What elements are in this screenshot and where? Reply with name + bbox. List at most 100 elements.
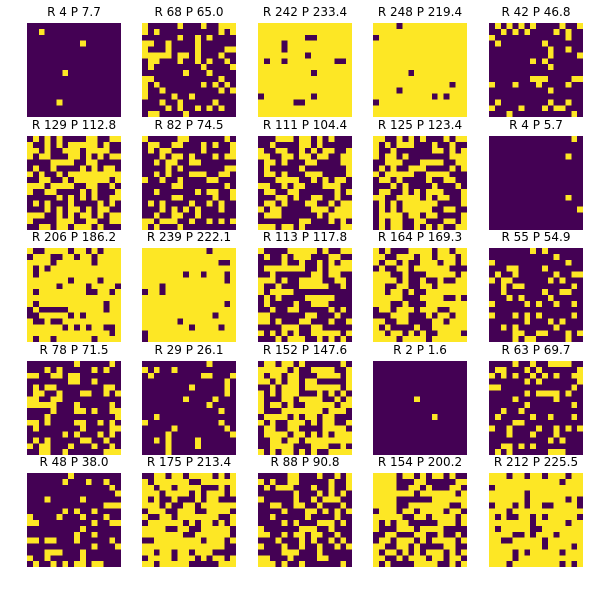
active-cell: [425, 99, 432, 106]
active-cell: [32, 165, 39, 172]
active-cell: [258, 248, 264, 254]
active-cell: [541, 490, 548, 497]
active-cell: [293, 324, 300, 331]
active-cell: [189, 277, 195, 284]
active-cell: [171, 490, 178, 497]
active-cell: [224, 153, 231, 160]
active-cell: [414, 396, 420, 403]
active-cell: [431, 561, 438, 567]
active-cell: [310, 23, 317, 29]
active-cell: [455, 555, 462, 562]
active-cell: [340, 449, 347, 455]
active-cell: [287, 58, 294, 65]
active-cell: [171, 473, 178, 479]
active-cell: [373, 58, 379, 65]
active-cell: [68, 183, 74, 189]
active-cell: [524, 312, 531, 319]
active-cell: [536, 300, 542, 307]
active-cell: [62, 218, 69, 225]
active-cell: [378, 265, 385, 272]
active-cell: [218, 87, 225, 94]
active-cell: [115, 295, 121, 301]
active-cell: [559, 490, 566, 497]
active-cell: [390, 473, 397, 479]
active-cell: [346, 171, 352, 178]
active-cell: [269, 23, 276, 29]
active-cell: [224, 253, 231, 260]
active-cell: [524, 508, 531, 515]
active-cell: [159, 514, 166, 520]
active-cell: [334, 23, 341, 29]
active-cell: [425, 312, 432, 319]
active-cell: [449, 283, 456, 290]
active-cell: [449, 28, 456, 35]
active-cell: [189, 153, 195, 160]
active-cell: [530, 372, 536, 379]
active-cell: [346, 384, 352, 391]
active-cell: [115, 312, 121, 319]
active-cell: [97, 259, 104, 266]
active-cell: [373, 46, 379, 53]
active-cell: [449, 561, 456, 567]
active-cell: [346, 188, 352, 195]
active-cell: [44, 271, 51, 278]
active-cell: [328, 70, 335, 76]
active-cell: [420, 531, 426, 538]
active-cell: [165, 295, 172, 301]
active-cell: [177, 561, 184, 567]
active-cell: [153, 413, 160, 420]
active-cell: [420, 537, 426, 544]
active-cell: [402, 93, 409, 100]
active-cell: [200, 259, 207, 266]
active-cell: [142, 136, 148, 142]
active-cell: [44, 443, 51, 450]
active-cell: [530, 443, 536, 450]
active-cell: [56, 271, 63, 278]
active-cell: [200, 514, 207, 520]
active-cell: [258, 52, 264, 59]
active-cell: [200, 502, 207, 509]
active-cell: [183, 265, 189, 272]
active-cell: [390, 277, 397, 284]
active-cell: [577, 543, 583, 550]
active-cell: [62, 147, 69, 154]
active-cell: [177, 490, 184, 497]
active-cell: [425, 300, 432, 307]
active-cell: [171, 537, 178, 544]
active-cell: [443, 289, 450, 295]
active-cell: [103, 366, 110, 373]
active-cell: [153, 531, 160, 538]
active-cell: [328, 64, 335, 70]
active-cell: [500, 514, 507, 520]
active-cell: [378, 537, 385, 544]
active-cell: [340, 283, 347, 290]
active-cell: [206, 520, 213, 526]
active-cell: [334, 177, 341, 183]
active-cell: [153, 111, 160, 117]
active-cell: [378, 52, 385, 59]
active-cell: [153, 525, 160, 532]
active-cell: [189, 514, 195, 520]
active-cell: [328, 99, 335, 106]
active-cell: [340, 87, 347, 94]
active-cell: [74, 361, 80, 367]
active-cell: [109, 300, 116, 307]
active-cell: [287, 378, 294, 385]
active-cell: [85, 390, 92, 397]
active-cell: [281, 396, 288, 403]
active-cell: [461, 259, 467, 266]
active-cell: [194, 188, 201, 195]
active-cell: [79, 437, 86, 444]
active-cell: [390, 46, 397, 53]
active-cell: [512, 81, 519, 88]
active-cell: [230, 306, 236, 313]
active-cell: [263, 300, 270, 307]
active-cell: [287, 390, 294, 397]
active-cell: [494, 520, 501, 526]
active-cell: [437, 318, 444, 325]
active-cell: [153, 478, 160, 485]
active-cell: [230, 28, 236, 35]
active-cell: [449, 484, 456, 491]
active-cell: [189, 473, 195, 479]
active-cell: [38, 300, 45, 307]
